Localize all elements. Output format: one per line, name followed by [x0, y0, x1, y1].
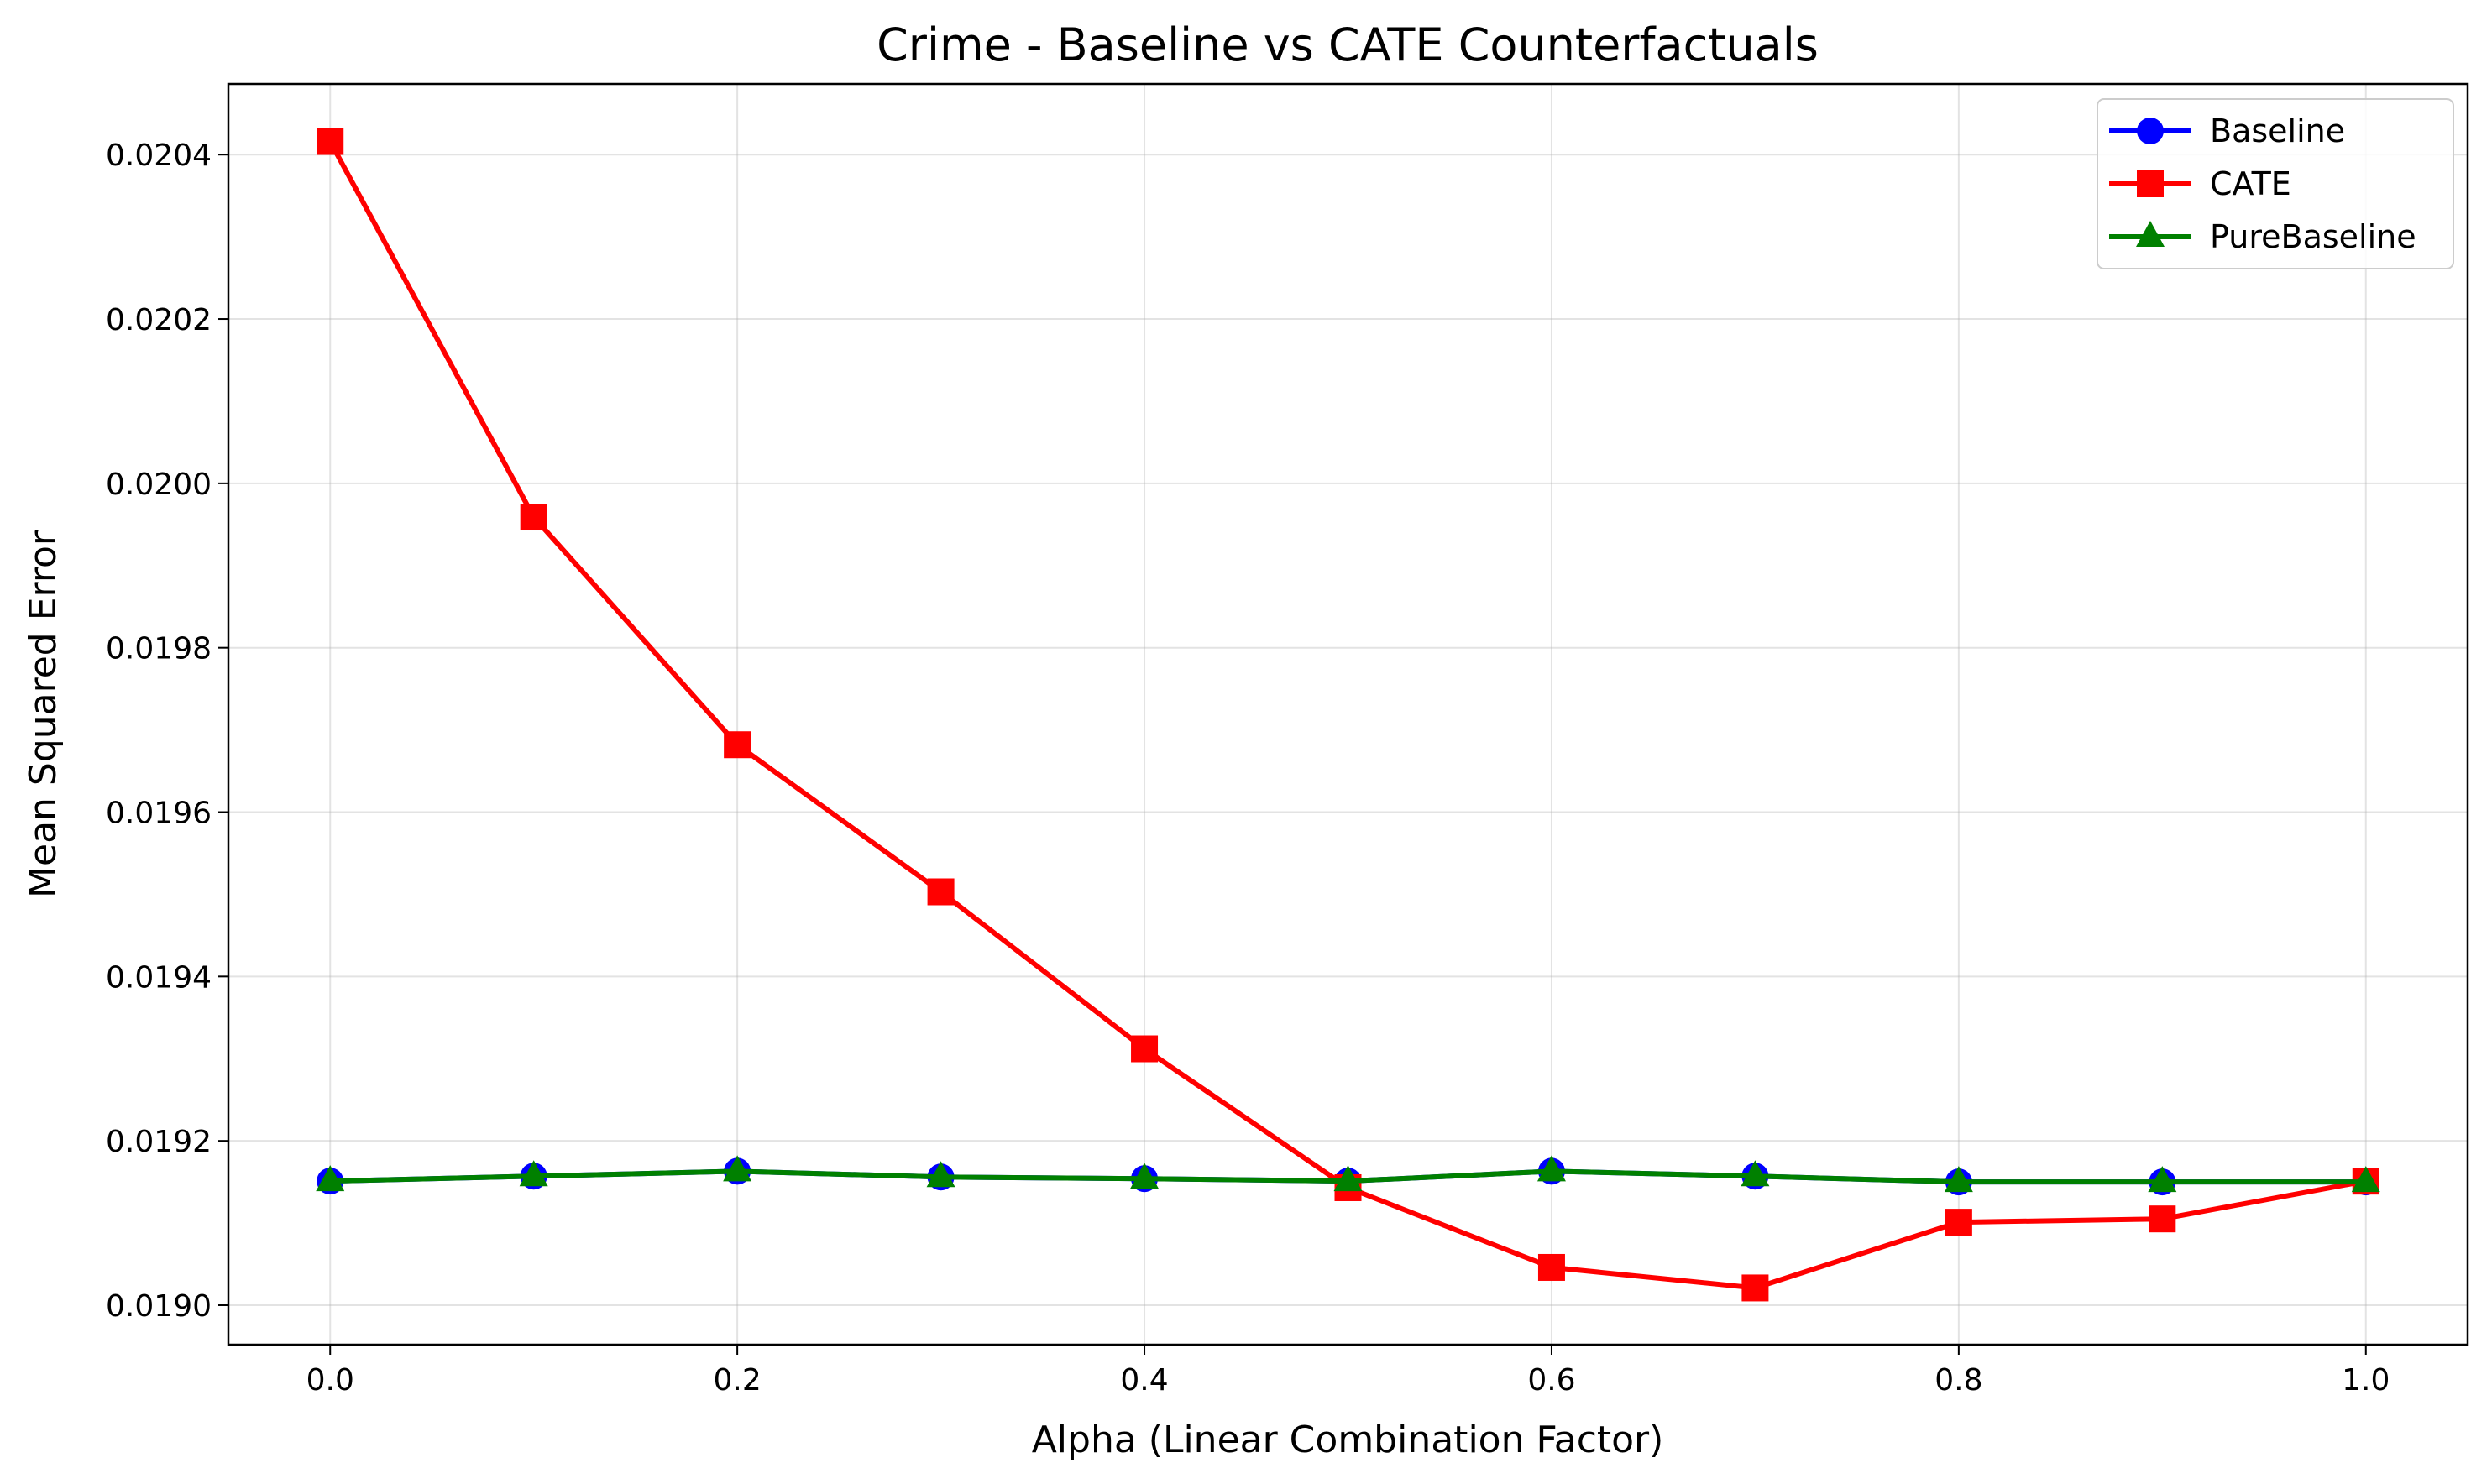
x-tick-label: 0.0: [306, 1363, 354, 1398]
x-tick-label: 1.0: [2342, 1363, 2390, 1398]
x-axis-label: Alpha (Linear Combination Factor): [1032, 1419, 1664, 1461]
x-tick-label: 0.8: [1934, 1363, 1982, 1398]
point-cate: [1131, 1035, 1159, 1063]
plot-frame: [227, 82, 2469, 1346]
point-cate: [2149, 1205, 2176, 1233]
y-tick-label: 0.0196: [106, 797, 212, 831]
legend-swatch-marker: [2137, 118, 2164, 144]
point-purebaseline: [519, 1160, 548, 1187]
point-purebaseline: [723, 1155, 752, 1182]
y-tick-label: 0.0200: [106, 468, 212, 502]
point-purebaseline: [1130, 1163, 1160, 1189]
chart-title: Crime - Baseline vs CATE Counterfactuals: [877, 18, 1819, 71]
legend-item-purebaseline: PureBaseline: [2109, 218, 2416, 255]
legend-frame: [2097, 98, 2454, 269]
point-cate: [520, 504, 547, 531]
x-tick-label: 0.4: [1120, 1363, 1168, 1398]
grid: [228, 84, 2468, 1345]
legend-swatch-marker: [2137, 170, 2164, 197]
legend-item-cate: CATE: [2109, 165, 2291, 202]
y-tick-label: 0.0204: [106, 138, 212, 173]
point-purebaseline: [2351, 1166, 2380, 1193]
point-cate: [927, 878, 955, 906]
legend-item-baseline: Baseline: [2109, 112, 2345, 149]
y-tick-label: 0.0198: [106, 632, 212, 666]
point-cate: [317, 128, 344, 155]
point-cate: [1945, 1209, 1972, 1236]
point-purebaseline: [926, 1161, 955, 1188]
legend-label: CATE: [2210, 165, 2291, 202]
point-purebaseline: [1944, 1166, 1973, 1193]
legend-label: PureBaseline: [2210, 218, 2416, 255]
ticks: 0.0 0.2 0.4 0.6 0.8 1.0 0.0190 0.0192 0.0194 0.01…: [106, 138, 2390, 1398]
y-tick-label: 0.0190: [106, 1289, 212, 1324]
series-purebaseline: [316, 1155, 2380, 1193]
legend: Baseline CATE PureBaseline: [2097, 98, 2454, 269]
series-layer: [316, 128, 2380, 1302]
y-tick-label: 0.0202: [106, 303, 212, 337]
y-tick-label: 0.0194: [106, 960, 212, 995]
y-axis-label: Mean Squared Error: [22, 530, 65, 898]
point-cate: [724, 731, 751, 759]
legend-label: Baseline: [2210, 112, 2345, 149]
point-purebaseline: [1537, 1155, 1566, 1182]
legend-swatch-marker: [2136, 221, 2165, 247]
point-cate: [1537, 1253, 1565, 1281]
point-purebaseline: [316, 1165, 345, 1192]
x-tick-label: 0.6: [1527, 1363, 1575, 1398]
y-tick-label: 0.0192: [106, 1125, 212, 1159]
x-tick-label: 0.2: [714, 1363, 762, 1398]
point-purebaseline: [2148, 1166, 2177, 1193]
point-cate: [1741, 1274, 1769, 1302]
point-purebaseline: [1741, 1160, 1770, 1187]
point-purebaseline: [1333, 1165, 1363, 1192]
